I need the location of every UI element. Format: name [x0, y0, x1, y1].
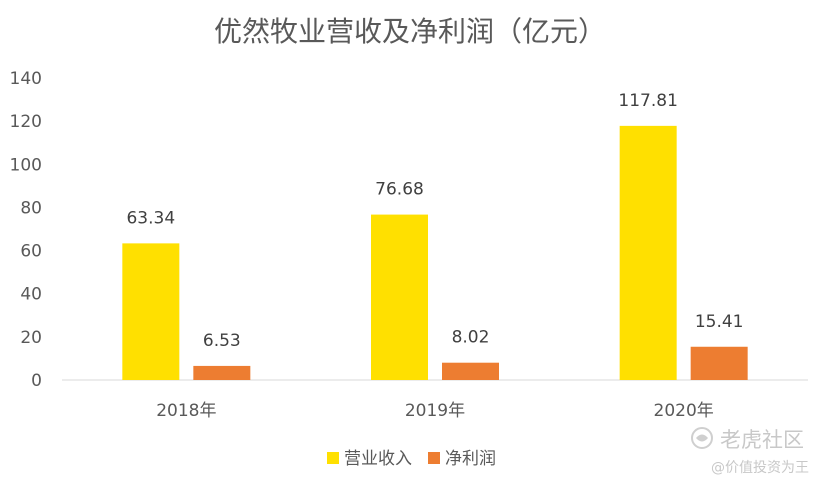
x-axis-categories: 2018年 2019年 2020年 — [156, 401, 714, 421]
y-axis-ticks: 0 20 40 60 80 100 120 140 — [10, 69, 42, 391]
x-category-label: 2018年 — [156, 401, 216, 421]
data-label: 63.34 — [126, 208, 175, 228]
data-label: 117.81 — [618, 91, 677, 111]
bar-net-profit — [193, 365, 251, 380]
bar-series — [122, 125, 748, 380]
data-label: 15.41 — [695, 312, 744, 332]
legend: 营业收入 净利润 — [327, 449, 496, 469]
data-label: 76.68 — [375, 180, 424, 200]
y-tick-label: 120 — [10, 112, 42, 132]
legend-label: 净利润 — [445, 449, 496, 469]
y-tick-label: 60 — [20, 242, 42, 262]
legend-label: 营业收入 — [344, 449, 412, 469]
y-tick-label: 80 — [20, 198, 42, 218]
x-category-label: 2019年 — [405, 401, 465, 421]
bar-revenue — [619, 125, 677, 380]
tiger-logo-icon — [691, 427, 713, 449]
chart-title: 优然牧业营收及净利润（亿元） — [214, 15, 606, 48]
data-label: 6.53 — [203, 331, 241, 351]
watermark: 老虎社区 @价值投资为王 — [691, 427, 809, 476]
y-tick-label: 20 — [20, 328, 42, 348]
y-tick-label: 0 — [31, 371, 42, 391]
legend-swatch — [428, 452, 440, 464]
data-label: 8.02 — [452, 328, 490, 348]
y-tick-label: 140 — [10, 69, 42, 89]
bar-revenue — [371, 214, 428, 380]
legend-swatch — [327, 452, 339, 464]
bar-net-profit — [442, 362, 499, 380]
data-labels: 63.34 6.53 76.68 8.02 117.81 15.41 — [126, 91, 743, 351]
bar-net-profit — [690, 346, 748, 380]
watermark-author: @价值投资为王 — [711, 460, 809, 476]
x-category-label: 2020年 — [654, 401, 714, 421]
watermark-brand: 老虎社区 — [720, 428, 804, 452]
y-tick-label: 100 — [10, 155, 42, 175]
y-tick-label: 40 — [20, 285, 42, 305]
bar-revenue — [122, 243, 180, 380]
